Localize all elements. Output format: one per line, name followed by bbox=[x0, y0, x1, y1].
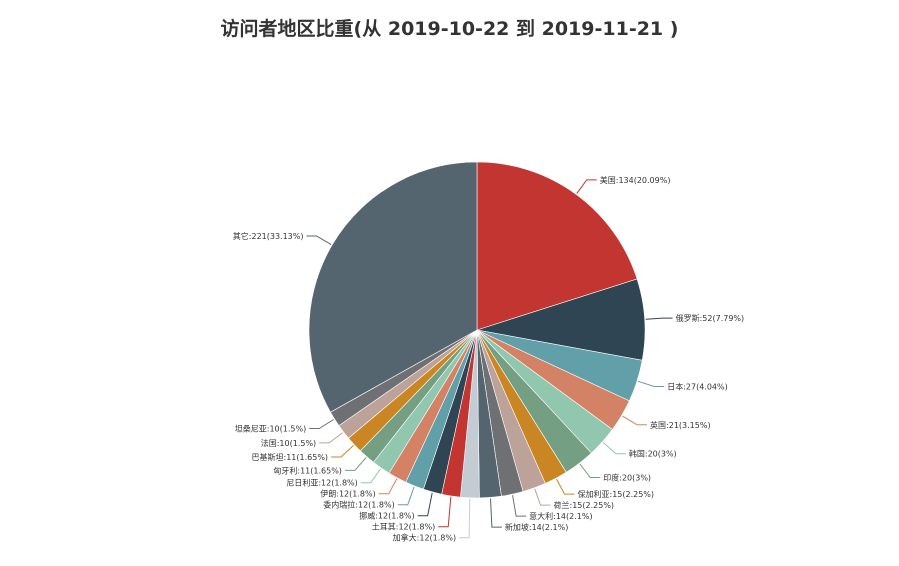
label-line-5 bbox=[579, 463, 601, 479]
slice-label-7: 荷兰:15(2.25%) bbox=[554, 500, 615, 510]
label-line-3 bbox=[622, 415, 648, 426]
label-line-9 bbox=[490, 498, 502, 528]
label-line-7 bbox=[534, 488, 551, 506]
label-line-6 bbox=[556, 478, 575, 495]
pie-slice-20[interactable] bbox=[308, 161, 478, 413]
slice-label-11: 土耳其:12(1.8%) bbox=[372, 522, 435, 532]
label-line-16 bbox=[344, 457, 367, 471]
chart-title: 访问者地区比重(从 2019-10-22 到 2019-11-21 ) bbox=[220, 18, 679, 40]
label-line-4 bbox=[602, 442, 626, 455]
label-line-0 bbox=[576, 179, 597, 194]
slice-label-18: 法国:10(1.5%) bbox=[261, 438, 316, 448]
slice-labels: 美国:134(20.09%) 俄罗斯:52(7.79%) 日本:27(4.04%) 英… bbox=[233, 175, 744, 543]
pie-slice-0[interactable] bbox=[476, 161, 638, 331]
label-line-1 bbox=[645, 317, 673, 320]
slice-label-17: 巴基斯坦:11(1.65%) bbox=[252, 452, 329, 462]
label-line-19 bbox=[309, 419, 334, 430]
slice-label-12: 挪威:12(1.8%) bbox=[359, 511, 414, 521]
slice-label-0: 美国:134(20.09%) bbox=[600, 175, 671, 185]
slice-label-6: 保加利亚:15(2.25%) bbox=[578, 489, 655, 499]
slice-label-10: 加拿大:12(1.8%) bbox=[393, 533, 456, 543]
label-line-17 bbox=[331, 444, 354, 458]
slice-label-15: 尼日利亚:12(1.8%) bbox=[286, 478, 357, 488]
slice-label-5: 印度:20(3%) bbox=[603, 473, 651, 483]
label-line-2 bbox=[637, 380, 665, 387]
label-line-18 bbox=[319, 432, 344, 444]
slice-label-20: 其它:221(33.13%) bbox=[233, 231, 304, 241]
label-lines bbox=[306, 179, 673, 539]
slice-label-4: 韩国:20(3%) bbox=[629, 449, 677, 459]
label-line-12 bbox=[417, 492, 433, 517]
slice-label-9: 新加坡:14(2.1%) bbox=[505, 522, 568, 532]
slice-label-14: 伊朗:12(1.8%) bbox=[320, 489, 375, 499]
label-line-13 bbox=[397, 486, 415, 506]
slice-label-3: 英国:21(3.15%) bbox=[650, 420, 711, 430]
slice-label-16: 匈牙利:11(1.65%) bbox=[273, 465, 342, 475]
label-line-8 bbox=[512, 495, 527, 517]
pie-slices bbox=[308, 161, 646, 499]
slice-label-8: 意大利:14(2.1%) bbox=[529, 511, 592, 521]
slice-label-13: 委内瑞拉:12(1.8%) bbox=[323, 500, 394, 510]
label-line-20 bbox=[306, 235, 332, 246]
label-line-10 bbox=[459, 498, 471, 539]
slice-label-19: 坦桑尼亚:10(1.5%) bbox=[235, 424, 306, 434]
label-line-15 bbox=[360, 468, 381, 484]
label-line-11 bbox=[438, 496, 452, 528]
slice-label-2: 日本:27(4.04%) bbox=[667, 381, 728, 391]
label-line-14 bbox=[378, 478, 398, 495]
slice-label-1: 俄罗斯:52(7.79%) bbox=[676, 313, 745, 323]
